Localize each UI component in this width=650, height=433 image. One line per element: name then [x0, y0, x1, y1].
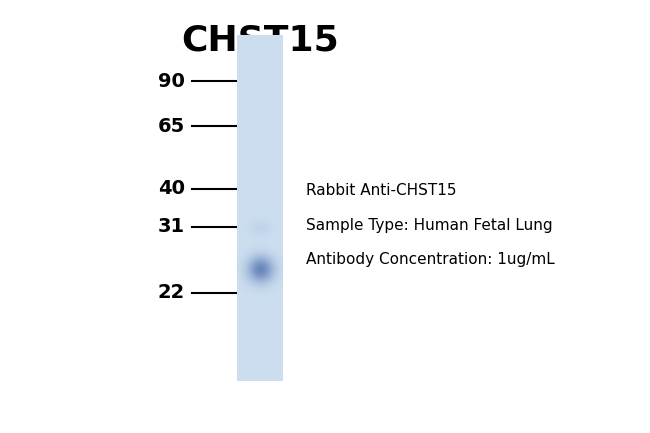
- Text: 22: 22: [158, 283, 185, 302]
- Text: Antibody Concentration: 1ug/mL: Antibody Concentration: 1ug/mL: [306, 252, 554, 267]
- Text: CHST15: CHST15: [181, 24, 339, 58]
- Text: Rabbit Anti-CHST15: Rabbit Anti-CHST15: [306, 183, 456, 198]
- Text: 31: 31: [158, 217, 185, 236]
- Text: 40: 40: [158, 179, 185, 198]
- Text: 65: 65: [158, 117, 185, 136]
- Text: 90: 90: [159, 72, 185, 91]
- Text: Sample Type: Human Fetal Lung: Sample Type: Human Fetal Lung: [306, 218, 552, 233]
